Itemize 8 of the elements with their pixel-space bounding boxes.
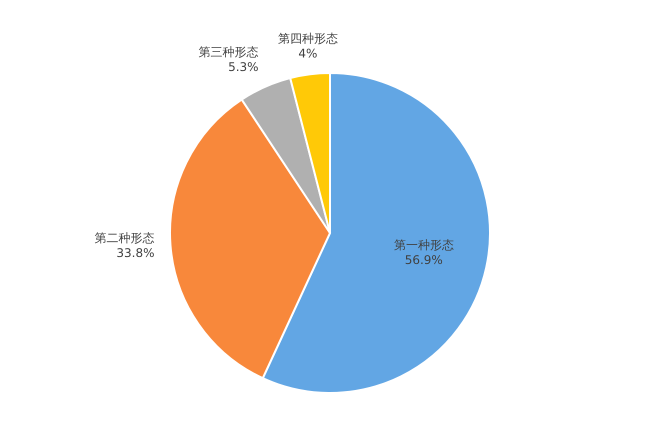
data-label: 4% (298, 46, 318, 61)
slice-label: 第二种形态 (94, 231, 154, 246)
data-label: 33.8% (116, 246, 154, 260)
slice-label: 第四种形态 (278, 32, 338, 46)
data-label: 56.9% (404, 253, 443, 268)
slice-label: 第三种形态 (198, 45, 259, 60)
data-label: 5.3% (228, 60, 259, 74)
slice-label: 第一种形态 (394, 238, 454, 252)
